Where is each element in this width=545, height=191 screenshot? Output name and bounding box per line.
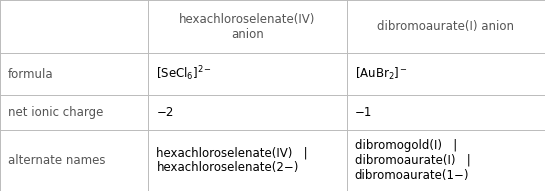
Text: $[\mathrm{SeCl}_6]^{2-}$: $[\mathrm{SeCl}_6]^{2-}$ — [156, 65, 213, 83]
Text: hexachloroselenate(IV)   |
hexachloroselenate(2−): hexachloroselenate(IV) | hexachloroselen… — [156, 146, 308, 174]
Text: alternate names: alternate names — [8, 154, 106, 167]
Text: net ionic charge: net ionic charge — [8, 106, 104, 119]
Text: dibromoaurate(I) anion: dibromoaurate(I) anion — [377, 20, 514, 33]
Text: $[\mathrm{AuBr}_2]^-$: $[\mathrm{AuBr}_2]^-$ — [355, 66, 408, 82]
Text: formula: formula — [8, 67, 54, 81]
Text: hexachloroselenate(IV)
anion: hexachloroselenate(IV) anion — [179, 13, 316, 41]
Text: dibromogold(I)   |
dibromoaurate(I)   |
dibromoaurate(1−): dibromogold(I) | dibromoaurate(I) | dibr… — [355, 139, 470, 182]
Text: −2: −2 — [156, 106, 174, 119]
Text: −1: −1 — [355, 106, 372, 119]
